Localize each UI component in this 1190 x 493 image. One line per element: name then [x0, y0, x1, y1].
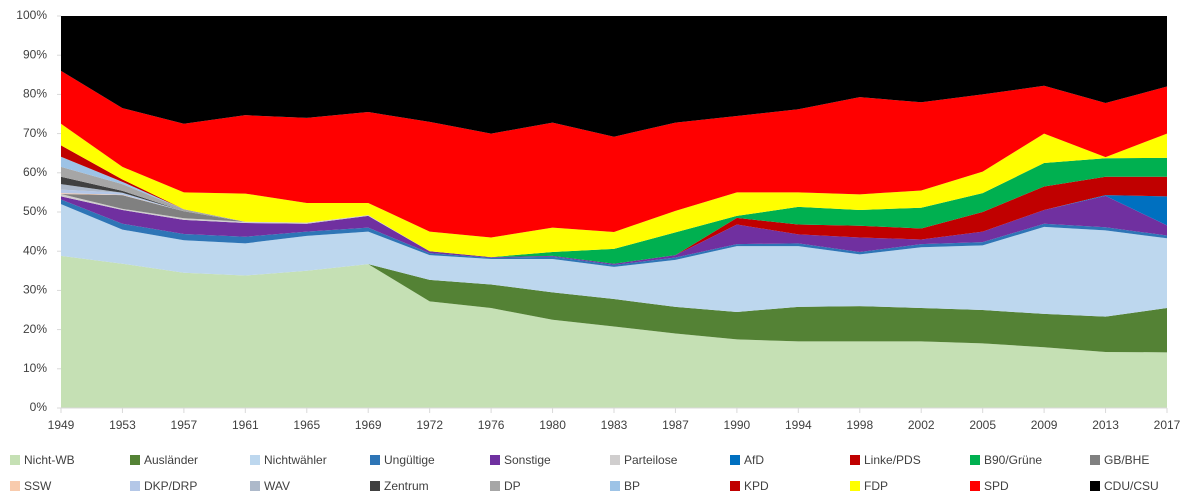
- x-tick-label: 1980: [539, 418, 566, 432]
- legend-label: Nichtwähler: [264, 453, 327, 467]
- legend-swatch: [1090, 455, 1100, 465]
- x-tick-label: 1965: [293, 418, 320, 432]
- x-tick-label: 2013: [1092, 418, 1119, 432]
- legend-swatch: [370, 455, 380, 465]
- legend-swatch: [730, 481, 740, 491]
- y-tick-label: 80%: [23, 87, 47, 101]
- x-tick-label: 2009: [1031, 418, 1058, 432]
- legend-label: KPD: [744, 479, 769, 493]
- legend-label: GB/BHE: [1104, 453, 1149, 467]
- legend-label: Ausländer: [144, 453, 198, 467]
- legend-swatch: [130, 455, 140, 465]
- x-tick-label: 1994: [785, 418, 812, 432]
- x-tick-label: 1983: [601, 418, 628, 432]
- y-tick-label: 90%: [23, 47, 47, 61]
- legend-swatch: [490, 481, 500, 491]
- legend-label: SSW: [24, 479, 52, 493]
- x-tick-label: 1998: [846, 418, 873, 432]
- legend-swatch: [370, 481, 380, 491]
- y-tick-label: 40%: [23, 243, 47, 257]
- y-tick-label: 50%: [23, 204, 47, 218]
- legend-label: DKP/DRP: [144, 479, 197, 493]
- legend-swatch: [10, 455, 20, 465]
- y-tick-label: 30%: [23, 283, 47, 297]
- legend-label: FDP: [864, 479, 888, 493]
- legend-swatch: [10, 481, 20, 491]
- x-tick-label: 1961: [232, 418, 259, 432]
- legend-swatch: [610, 481, 620, 491]
- legend-label: SPD: [984, 479, 1009, 493]
- legend-swatch: [610, 455, 620, 465]
- x-tick-label: 1972: [416, 418, 443, 432]
- x-tick-label: 1949: [48, 418, 75, 432]
- x-tick-label: 2005: [969, 418, 996, 432]
- legend-label: Ungültige: [384, 453, 435, 467]
- legend-label: Parteilose: [624, 453, 678, 467]
- legend-swatch: [970, 481, 980, 491]
- legend-label: Zentrum: [384, 479, 429, 493]
- legend-label: BP: [624, 479, 640, 493]
- legend-swatch: [970, 455, 980, 465]
- legend-label: CDU/CSU: [1104, 479, 1159, 493]
- area: [61, 204, 1167, 317]
- legend-label: WAV: [264, 479, 290, 493]
- legend-swatch: [850, 481, 860, 491]
- area: [61, 195, 1167, 265]
- y-tick-label: 0%: [30, 400, 48, 414]
- area: [61, 199, 1167, 267]
- y-tick-label: 70%: [23, 126, 47, 140]
- x-tick-label: 2002: [908, 418, 935, 432]
- legend-label: DP: [504, 479, 521, 493]
- legend-swatch: [1090, 481, 1100, 491]
- area: [61, 176, 1167, 264]
- legend-swatch: [490, 455, 500, 465]
- y-tick-label: 10%: [23, 361, 47, 375]
- legend-swatch: [850, 455, 860, 465]
- x-tick-label: 1987: [662, 418, 689, 432]
- legend-label: B90/Grüne: [984, 453, 1042, 467]
- legend-swatch: [730, 455, 740, 465]
- area: [61, 16, 1167, 137]
- x-tick-label: 1953: [109, 418, 136, 432]
- legend-swatch: [130, 481, 140, 491]
- y-tick-label: 100%: [16, 8, 47, 22]
- area: [61, 70, 1167, 238]
- legend-swatch: [250, 455, 260, 465]
- y-tick-label: 20%: [23, 322, 47, 336]
- legend-label: Nicht-WB: [24, 453, 75, 467]
- x-tick-label: 1990: [724, 418, 751, 432]
- area: [61, 255, 1167, 408]
- x-tick-label: 1957: [171, 418, 198, 432]
- y-tick-label: 60%: [23, 165, 47, 179]
- area: [61, 255, 1167, 353]
- x-tick-label: 1976: [478, 418, 505, 432]
- area: [61, 157, 1167, 264]
- legend-label: AfD: [744, 453, 764, 467]
- area: [61, 123, 1167, 258]
- x-tick-label: 2017: [1154, 418, 1181, 432]
- legend-label: Sonstige: [504, 453, 551, 467]
- x-tick-label: 1969: [355, 418, 382, 432]
- legend-label: Linke/PDS: [864, 453, 921, 467]
- legend-swatch: [250, 481, 260, 491]
